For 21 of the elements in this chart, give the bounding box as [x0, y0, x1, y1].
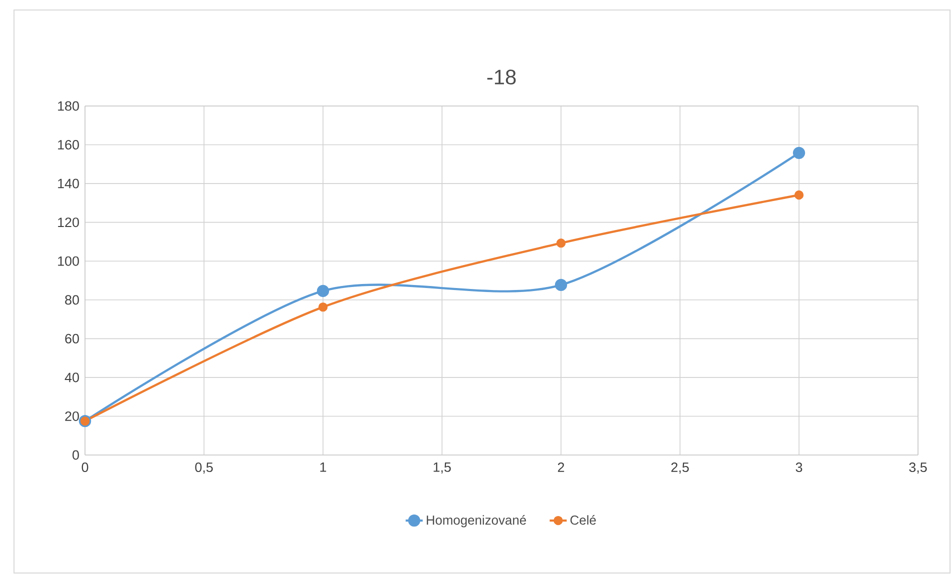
x-tick-label: 3,5 — [909, 462, 927, 474]
x-tick-label: 3 — [796, 462, 802, 472]
legend-label: Homogenizované — [426, 515, 526, 528]
x-tick-label: 2,5 — [671, 462, 689, 474]
x-tick-label: 1,5 — [434, 462, 451, 474]
y-tick-label: 140 — [58, 178, 79, 188]
legend-label: Celé — [570, 515, 596, 525]
y-tick-label: 100 — [58, 256, 79, 266]
y-tick-label: 120 — [58, 218, 79, 228]
x-tick-label: 0,5 — [195, 462, 213, 474]
x-tick-label: 2 — [558, 462, 564, 472]
y-tick-label: 160 — [58, 140, 79, 150]
x-tick-label: 0 — [82, 462, 88, 472]
y-tick-label: 80 — [65, 295, 79, 305]
y-tick-label: 40 — [64, 372, 79, 382]
y-tick-label: 20 — [65, 411, 79, 421]
y-tick-label: 60 — [65, 334, 79, 344]
y-tick-label: 0 — [72, 450, 79, 460]
x-tick-label: 1 — [320, 462, 326, 472]
chart-title: -18 — [487, 70, 516, 84]
y-tick-label: 180 — [58, 101, 79, 111]
